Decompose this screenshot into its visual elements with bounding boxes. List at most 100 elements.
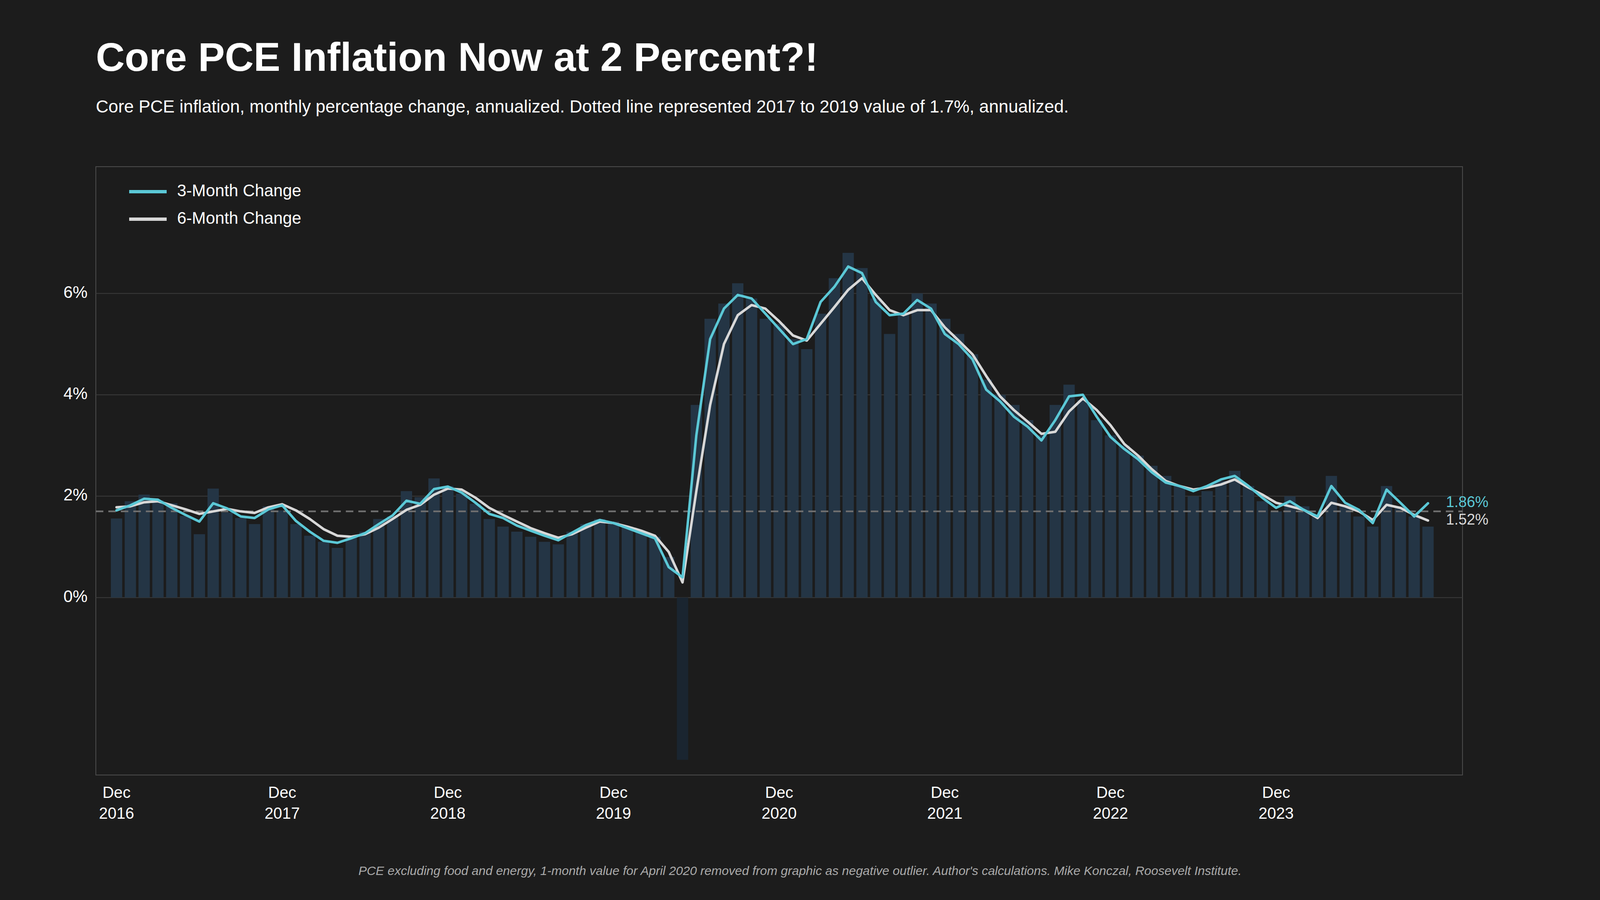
bar [455,493,468,598]
x-tick-line: 2018 [430,804,466,823]
bar [952,334,965,598]
x-tick-line: Dec [267,783,297,802]
bar [842,252,854,598]
x-tick-line: 2022 [1092,804,1129,823]
bar [1394,506,1406,598]
bar [801,349,813,598]
y-tick-label: 4% [63,384,88,403]
bar [1090,420,1103,598]
bar [676,597,688,760]
x-tick-line: 2019 [595,804,632,823]
bar [621,526,633,598]
end-label: 1.86% [1445,493,1489,511]
bar [511,531,523,598]
bar [110,518,123,598]
x-tick-label: Dec 2020 [761,783,798,823]
bar [1422,526,1434,598]
bar [262,506,275,598]
x-tick-line: Dec [599,783,628,802]
chart: Core PCE Inflation Now at 2 Percent?! Cor… [0,0,1600,900]
x-tick-line: 2023 [1258,804,1294,823]
bar [525,536,537,598]
bar [745,298,758,598]
bar [124,501,136,598]
x-tick-line: Dec [433,783,463,802]
bar [980,379,992,598]
x-tick-line: 2021 [927,804,963,823]
footnote: PCE excluding food and energy, 1-month v… [358,863,1242,878]
x-tick-line: Dec [1096,783,1125,802]
bar [1022,420,1034,598]
bar [1380,486,1393,598]
bar [883,334,895,598]
y-tick-label: 2% [63,485,88,504]
x-tick-line: Dec [102,783,131,802]
bar [235,517,247,598]
bar [248,524,260,598]
bar [870,298,882,598]
bar [1229,470,1241,598]
bar [897,313,910,598]
bar [1242,486,1255,598]
bar [1008,405,1020,598]
bar [1312,516,1324,598]
bar [1339,506,1351,598]
bar [566,531,578,598]
marks [95,252,1463,760]
y-axis: 0%2%4%6% [63,282,1463,606]
bar [1049,405,1061,598]
x-tick-label: Dec 2018 [430,783,466,823]
x-tick-label: Dec2017 [264,783,300,823]
x-tick-label: Dec 2016 [98,783,135,823]
legend-swatch [129,217,167,221]
bar [1077,400,1089,598]
subtitle: Core PCE inflation, monthly percentage c… [95,96,1069,117]
x-tick-line: Dec [930,783,960,802]
bar [331,547,343,598]
bar [759,318,771,598]
x-tick-line: 2020 [761,804,798,823]
bar [1408,516,1420,598]
grid-line [95,292,1463,294]
end-label: 1.52% [1445,510,1489,528]
bar [925,303,937,598]
bar [538,541,550,598]
bar [1035,435,1048,598]
bar [276,510,288,598]
bar [594,519,606,598]
bar [1297,506,1310,598]
bar [787,339,799,598]
bar [1215,480,1227,598]
legend-label: 6-Month Change [177,208,302,228]
bar [1105,435,1117,598]
bar [1132,455,1144,598]
x-tick-label: Dec 2022 [1092,783,1129,823]
bar [193,534,205,598]
bar [1118,445,1130,598]
bar [1173,486,1185,598]
x-tick-line: Dec [765,783,794,802]
bar [470,503,482,598]
bar [580,524,592,598]
bar [994,395,1006,598]
page: {"chart_data": { "type": "bar", "title":… [0,0,1600,900]
bar [317,541,330,598]
bar [483,519,495,598]
bar [911,293,923,598]
bar [815,313,827,598]
title: Core PCE Inflation Now at 2 Percent?! [95,34,819,80]
line [116,266,1428,578]
bar [152,500,164,598]
bar [939,318,951,598]
bar [497,526,509,598]
x-tick-line: 2016 [98,804,135,823]
bar [138,494,150,598]
bar [607,521,620,598]
bar [552,544,564,598]
bar [1201,491,1213,598]
bar [1146,465,1158,598]
bar [828,278,840,598]
x-axis: Dec2016Dec2017Dec2018Dec2019Dec2020Dec20… [98,783,1294,823]
line [116,278,1428,583]
bar [1367,526,1379,598]
